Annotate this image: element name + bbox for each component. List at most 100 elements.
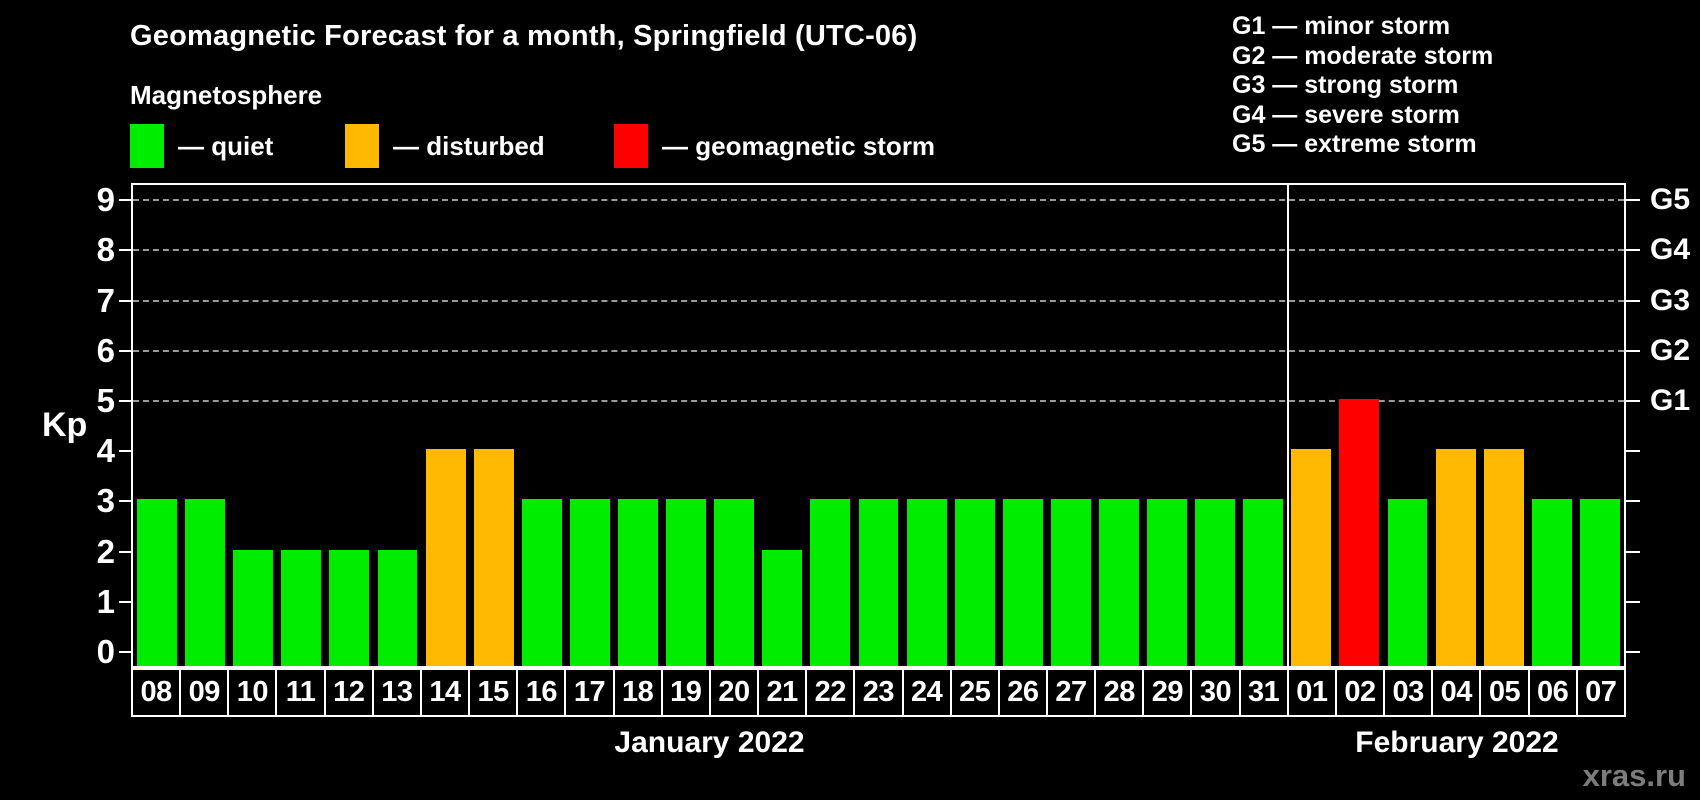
- day-label-cell-20: 20: [710, 668, 760, 717]
- legend-item-quiet: — quiet: [130, 122, 273, 170]
- y-tick-label: 7: [96, 281, 115, 319]
- bar-slot-08: [133, 185, 181, 666]
- y-tick-label: 9: [96, 181, 115, 219]
- kp-bar-24: [906, 499, 947, 666]
- bar-slot-19: [662, 185, 710, 666]
- y-axis-tick: [119, 349, 132, 352]
- kp-bar-21: [762, 549, 803, 666]
- y-axis-tick: [119, 500, 132, 503]
- kp-bar-31: [1243, 499, 1284, 666]
- day-label-cell-13: 13: [373, 668, 422, 717]
- kp-bar-11: [281, 549, 322, 666]
- bar-slot-24: [903, 185, 951, 666]
- gridline-kp6: [133, 349, 1624, 352]
- bar-row: [133, 185, 1624, 666]
- kp-bar-17: [569, 499, 610, 666]
- kp-bar-04: [1435, 449, 1476, 666]
- kp-bar-28: [1098, 499, 1139, 666]
- day-label-cell-17: 17: [566, 668, 615, 717]
- day-label-cell-31: 31: [1240, 668, 1289, 717]
- kp-bar-13: [377, 549, 418, 666]
- day-label-cell-18: 18: [614, 668, 663, 717]
- g-level-label-g4: G4: [1650, 233, 1691, 267]
- day-label-cell-12: 12: [325, 668, 374, 717]
- legend-label-storm: — geomagnetic storm: [662, 130, 936, 161]
- day-label-cell-10: 10: [229, 668, 278, 717]
- day-label-cell-05: 05: [1481, 668, 1530, 717]
- kp-bar-20: [714, 499, 755, 666]
- gridline-kp8: [133, 249, 1624, 252]
- y-tick-label: 5: [96, 382, 115, 419]
- kp-bar-16: [521, 499, 562, 666]
- bar-slot-29: [1143, 185, 1191, 666]
- day-label-cell-21: 21: [759, 668, 808, 717]
- legend-item-disturbed: — disturbed: [345, 122, 545, 170]
- y-axis-tick: [119, 651, 132, 653]
- day-label-cell-23: 23: [855, 668, 904, 717]
- day-label-cell-15: 15: [470, 668, 519, 717]
- bar-slot-11: [277, 185, 325, 666]
- kp-bar-05: [1483, 449, 1524, 666]
- bar-slot-16: [518, 185, 566, 666]
- day-label-cell-26: 26: [999, 668, 1048, 717]
- bar-slot-17: [566, 185, 614, 666]
- g-legend-line-g2: G2 — moderate storm: [1232, 41, 1494, 70]
- quiet-color-swatch: [130, 124, 164, 168]
- bar-slot-05: [1480, 185, 1528, 666]
- bar-slot-25: [951, 185, 999, 666]
- g-legend-line-g3: G3 — strong storm: [1232, 71, 1459, 99]
- g-level-label-g3: G3: [1650, 283, 1691, 317]
- bar-slot-12: [325, 185, 373, 666]
- right-axis-tick: [1625, 400, 1640, 402]
- watermark: xras.ru: [1582, 758, 1686, 793]
- kp-bar-14: [425, 449, 466, 666]
- g-legend-line-g5: G5 — extreme storm: [1232, 130, 1477, 158]
- day-label-cell-16: 16: [518, 668, 567, 717]
- right-axis-tick: [1625, 550, 1640, 553]
- month-label-february: February 2022: [1355, 726, 1559, 759]
- y-axis-tick: [119, 600, 132, 603]
- kp-bar-09: [185, 499, 226, 666]
- month-label-january: January 2022: [614, 726, 805, 759]
- bar-slot-10: [229, 185, 277, 666]
- day-label-cell-27: 27: [1047, 668, 1097, 717]
- bar-slot-18: [614, 185, 662, 666]
- gridline-kp9: [133, 199, 1624, 202]
- y-tick-label: 2: [96, 532, 115, 570]
- day-label-cell-11: 11: [277, 668, 326, 717]
- plot-area: 0 1 2 3 4 5 6 7 8 9 G1 G2 G3 G4 G5: [97, 182, 1690, 670]
- bar-slot-22: [806, 185, 854, 666]
- bar-slot-06: [1528, 185, 1576, 666]
- bar-slot-07: [1576, 185, 1624, 666]
- bar-slot-01: [1287, 185, 1335, 666]
- g-legend-line-g1: G1 — minor storm: [1232, 12, 1451, 40]
- day-label-cell-30: 30: [1192, 668, 1241, 717]
- g-level-label-g5: G5: [1650, 183, 1691, 217]
- right-axis-tick: [1625, 199, 1640, 202]
- day-label-cell-25: 25: [951, 668, 1000, 717]
- day-label-cell-14: 14: [421, 668, 471, 717]
- y-tick-label: 1: [96, 582, 115, 620]
- day-label-cell-24: 24: [903, 668, 952, 717]
- gridline-kp5: [133, 400, 1624, 402]
- bar-slot-21: [758, 185, 806, 666]
- magnetosphere-label: Magnetosphere: [130, 80, 323, 110]
- legend-label-disturbed: — disturbed: [393, 130, 545, 161]
- kp-bar-18: [618, 499, 658, 666]
- kp-bar-01: [1291, 449, 1332, 666]
- month-separator-line: [1287, 185, 1290, 666]
- bar-slot-09: [181, 185, 229, 666]
- kp-bar-26: [1002, 499, 1043, 666]
- right-axis-tick: [1625, 600, 1640, 603]
- kp-bar-15: [473, 449, 514, 666]
- right-axis-tick: [1625, 450, 1640, 453]
- kp-bar-27: [1050, 499, 1091, 666]
- bar-slot-27: [1047, 185, 1095, 666]
- day-label-cell-09: 09: [181, 668, 230, 717]
- legend-item-storm: — geomagnetic storm: [614, 122, 935, 170]
- g-scale-legend: G1 — minor storm G2 — moderate storm G3 …: [1232, 12, 1493, 160]
- y-axis-tick: [119, 299, 132, 302]
- y-tick-label: 6: [96, 331, 115, 369]
- kp-bar-19: [666, 499, 707, 666]
